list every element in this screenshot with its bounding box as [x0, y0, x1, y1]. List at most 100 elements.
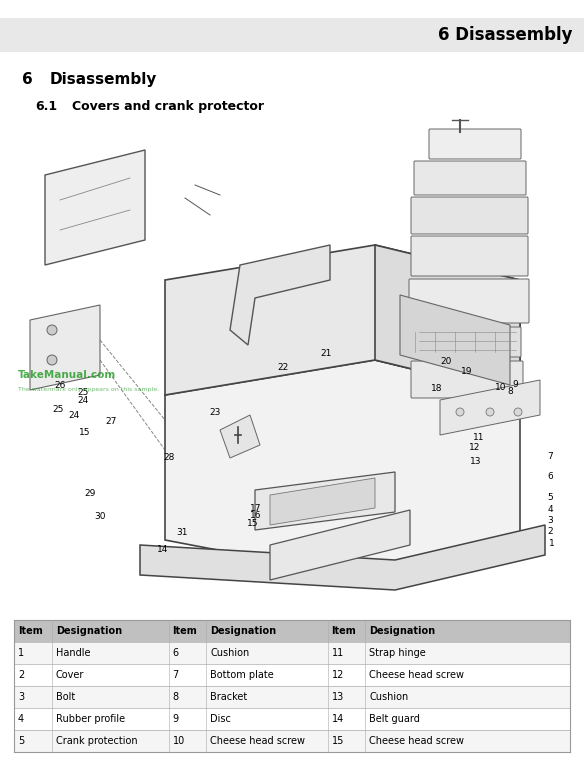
Text: 28: 28 — [164, 454, 175, 463]
Text: 12: 12 — [468, 444, 480, 453]
Circle shape — [486, 408, 494, 416]
Text: 14: 14 — [332, 714, 344, 724]
Text: TakeManual.com: TakeManual.com — [18, 370, 116, 380]
Text: 29: 29 — [85, 489, 96, 498]
FancyBboxPatch shape — [411, 361, 523, 398]
Polygon shape — [270, 478, 375, 525]
Text: 27: 27 — [105, 417, 117, 426]
Text: 6: 6 — [22, 72, 33, 87]
Text: 4: 4 — [547, 504, 553, 514]
Text: 3: 3 — [18, 692, 24, 702]
Polygon shape — [165, 360, 520, 580]
FancyBboxPatch shape — [429, 129, 521, 159]
Text: 1: 1 — [18, 648, 24, 658]
Text: Item: Item — [172, 626, 197, 636]
Text: Designation: Designation — [210, 626, 276, 636]
Text: 23: 23 — [209, 407, 221, 417]
Text: 6.1: 6.1 — [35, 100, 57, 113]
Text: Cushion: Cushion — [210, 648, 249, 658]
Text: 13: 13 — [470, 457, 482, 467]
Bar — [14, 686, 570, 708]
Text: 20: 20 — [440, 357, 451, 366]
Polygon shape — [230, 245, 330, 345]
Bar — [14, 620, 570, 642]
Polygon shape — [30, 305, 100, 390]
Polygon shape — [140, 525, 545, 590]
Text: Cheese head screw: Cheese head screw — [370, 670, 464, 680]
Circle shape — [514, 408, 522, 416]
Text: 11: 11 — [473, 433, 485, 441]
Text: 17: 17 — [250, 504, 262, 513]
Text: 3: 3 — [547, 516, 553, 525]
Text: 1: 1 — [549, 539, 555, 548]
Text: 4: 4 — [18, 714, 24, 724]
Bar — [14, 708, 570, 730]
Text: 9: 9 — [512, 380, 518, 390]
Text: Bracket: Bracket — [210, 692, 248, 702]
Text: 9: 9 — [172, 714, 179, 724]
Text: 15: 15 — [332, 736, 344, 746]
Text: 2: 2 — [18, 670, 25, 680]
Text: Belt guard: Belt guard — [370, 714, 420, 724]
Text: 19: 19 — [461, 367, 473, 376]
Text: 25: 25 — [78, 388, 89, 397]
Bar — [14, 730, 570, 752]
Circle shape — [47, 355, 57, 365]
Text: 6: 6 — [172, 648, 179, 658]
Text: 13: 13 — [332, 692, 344, 702]
Text: 10: 10 — [172, 736, 185, 746]
Text: Cover: Cover — [56, 670, 84, 680]
Text: Designation: Designation — [56, 626, 122, 636]
Text: 5: 5 — [547, 494, 553, 502]
Bar — [0, 18, 584, 52]
Polygon shape — [440, 380, 540, 435]
FancyBboxPatch shape — [414, 161, 526, 195]
Text: Crank protection: Crank protection — [56, 736, 137, 746]
Text: 5: 5 — [18, 736, 25, 746]
Text: Disc: Disc — [210, 714, 231, 724]
Circle shape — [47, 325, 57, 335]
Text: 24: 24 — [77, 397, 89, 405]
Text: 11: 11 — [332, 648, 344, 658]
Text: 8: 8 — [172, 692, 179, 702]
Text: 7: 7 — [172, 670, 179, 680]
Text: 26: 26 — [54, 381, 66, 390]
Text: 30: 30 — [95, 512, 106, 521]
Polygon shape — [400, 295, 510, 385]
Text: 6: 6 — [547, 472, 553, 481]
FancyBboxPatch shape — [409, 279, 529, 323]
Text: Bottom plate: Bottom plate — [210, 670, 274, 680]
Text: Strap hinge: Strap hinge — [370, 648, 426, 658]
Text: Disassembly: Disassembly — [50, 72, 157, 87]
Text: 24: 24 — [68, 411, 80, 420]
Text: 12: 12 — [332, 670, 344, 680]
Text: 21: 21 — [320, 349, 332, 358]
Text: Cushion: Cushion — [370, 692, 409, 702]
Polygon shape — [255, 472, 395, 530]
Text: Item: Item — [18, 626, 43, 636]
Text: 2: 2 — [547, 527, 553, 536]
Text: 18: 18 — [431, 384, 443, 393]
Polygon shape — [220, 415, 260, 458]
Text: Covers and crank protector: Covers and crank protector — [72, 100, 264, 113]
Text: Designation: Designation — [370, 626, 436, 636]
Text: 16: 16 — [250, 511, 262, 520]
Circle shape — [456, 408, 464, 416]
Text: The watermark only appears on this sample.: The watermark only appears on this sampl… — [18, 387, 159, 393]
FancyBboxPatch shape — [411, 236, 528, 276]
Text: 6 Disassembly: 6 Disassembly — [437, 26, 572, 44]
Text: 25: 25 — [53, 405, 64, 413]
Text: 15: 15 — [246, 519, 258, 528]
Polygon shape — [270, 510, 410, 580]
FancyBboxPatch shape — [411, 197, 528, 234]
Text: 15: 15 — [79, 427, 91, 437]
Text: 31: 31 — [176, 528, 188, 537]
Text: Handle: Handle — [56, 648, 91, 658]
Text: Cheese head screw: Cheese head screw — [210, 736, 305, 746]
Text: Bolt: Bolt — [56, 692, 75, 702]
Text: 7: 7 — [547, 453, 553, 461]
FancyBboxPatch shape — [414, 327, 521, 357]
Text: 10: 10 — [495, 383, 507, 393]
Text: 8: 8 — [507, 387, 513, 396]
Text: Cheese head screw: Cheese head screw — [370, 736, 464, 746]
